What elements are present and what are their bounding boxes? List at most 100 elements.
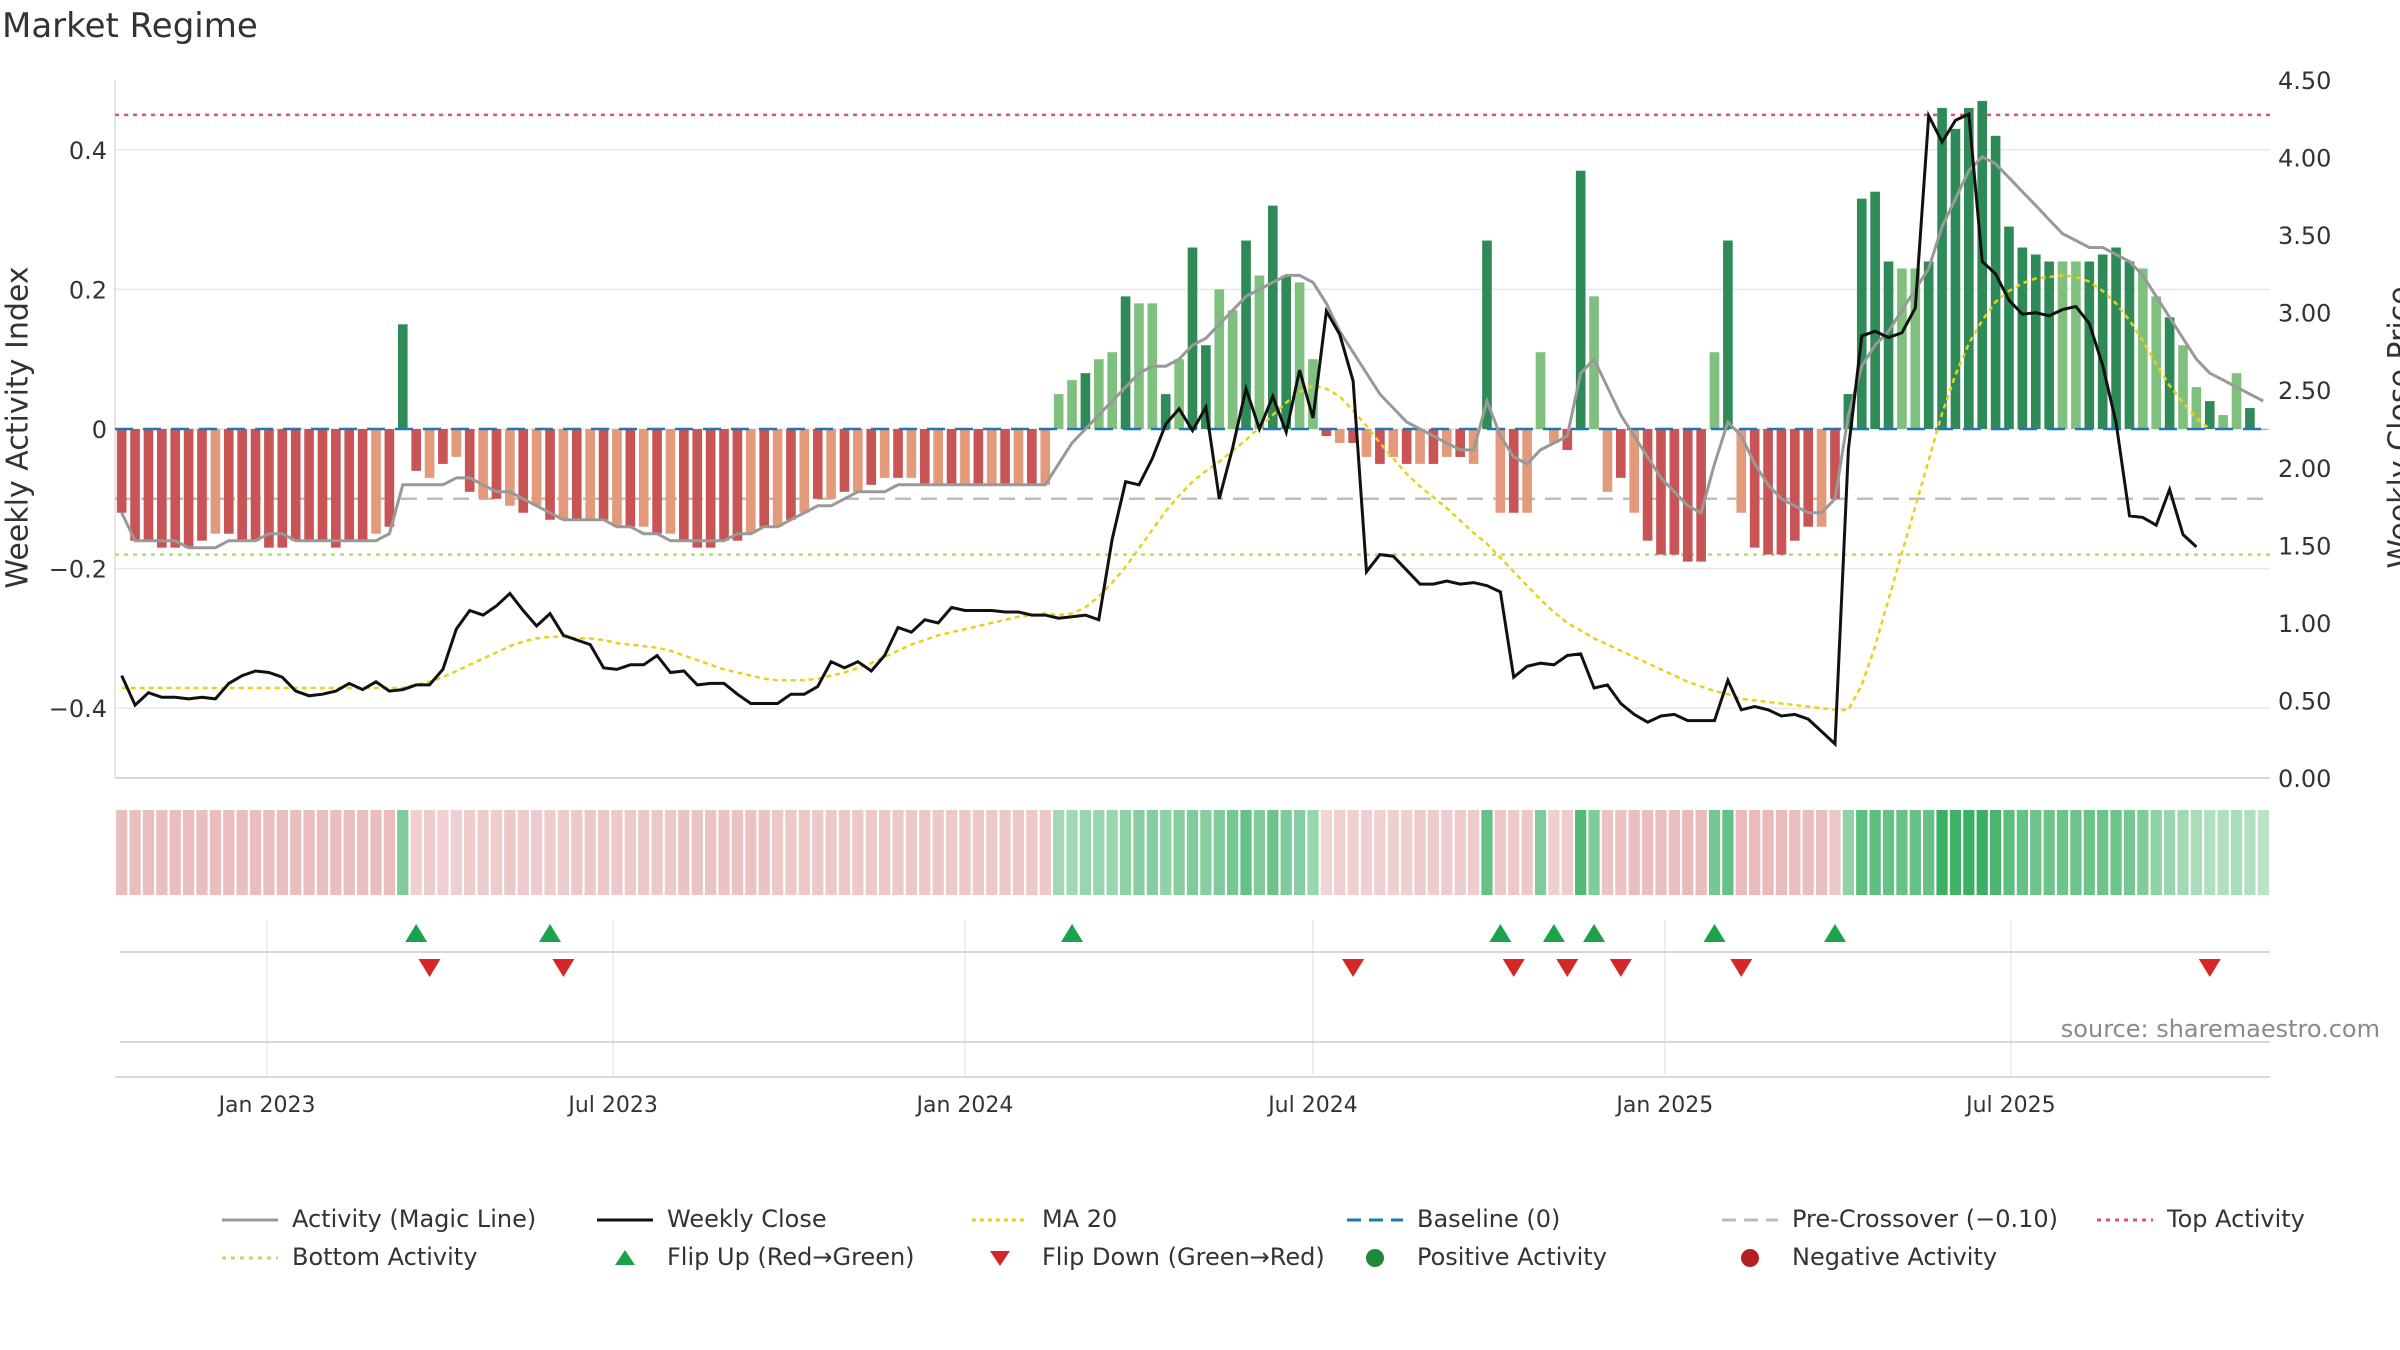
activity-bar [2071,261,2081,429]
regime-strip-cell [1708,810,1721,895]
regime-strip-cell [450,810,462,895]
regime-strip-cell [1869,810,1881,895]
y-right-tick-label: 0.50 [2278,687,2331,715]
regime-strip-cell [1227,810,1239,895]
activity-bar [1080,373,1091,429]
regime-strip-cell [1896,810,1908,895]
regime-strip-cell [2097,810,2109,895]
activity-bar [1348,429,1358,443]
regime-strip-cell [1802,810,1814,895]
regime-strip-cell [1815,810,1828,895]
activity-bar [438,429,448,464]
legend-label: Positive Activity [1417,1243,1607,1271]
regime-strip-cell [1842,810,1854,895]
activity-bar [719,429,729,541]
activity-bar [705,429,716,548]
activity-bar [210,429,221,534]
regime-strip-cell [1762,810,1774,895]
activity-bar [157,429,167,548]
regime-strip-cell [1976,810,1988,895]
flip-down-marker [1342,959,1365,977]
activity-bar [1830,429,1840,499]
regime-strip-cell [1106,810,1118,895]
regime-strip-cell [1749,810,1761,895]
regime-strip-cell [1133,810,1145,895]
activity-bar [2218,415,2228,429]
regime-strip-cell [1454,810,1466,895]
regime-strip-cell [504,810,516,895]
activity-bar [1736,429,1747,513]
activity-bar [2191,387,2202,429]
activity-bar [290,429,301,541]
regime-strip-cell [1253,810,1266,895]
activity-bar [304,429,314,541]
regime-strip-cell [2137,810,2149,895]
regime-strip-cell [2016,810,2028,895]
activity-bar [2138,268,2148,429]
regime-strip-cell [1882,810,1895,895]
activity-bar [1522,429,1532,513]
activity-bar [2231,373,2242,429]
regime-strip-cell [1923,810,1935,895]
activity-bar [1629,429,1640,513]
regime-strip-cell [691,810,703,895]
legend-item-magic: Activity (Magic Line) [220,1205,536,1233]
activity-bar [250,429,261,541]
regime-strip-cell [1053,810,1065,895]
regime-strip-cell [1615,810,1627,895]
activity-bar [946,429,957,485]
regime-strip-cell [584,810,596,895]
regime-strip-cell [1039,810,1051,895]
activity-bar [1776,429,1787,555]
flip-up-marker [1061,924,1084,942]
activity-bar [2017,247,2028,429]
activity-bar [1549,429,1559,443]
activity-bar [317,429,328,541]
regime-strip-cell [1401,810,1413,895]
activity-bar [331,429,341,548]
regime-strip-cell [1695,810,1707,895]
regime-strip-cell [370,810,382,895]
activity-bar [545,429,555,520]
activity-bar [1067,380,1077,429]
regime-strip-cell [129,810,141,895]
activity-bar [1990,135,2001,429]
activity-bar [679,429,689,541]
activity-bar [1201,345,1211,429]
activity-bar [1656,429,1666,555]
regime-strip-cell [2056,810,2069,895]
regime-strip-cell [464,810,476,895]
activity-bar [1027,429,1037,485]
activity-bar [2030,254,2041,429]
activity-bar [665,429,676,534]
activity-bar [1455,429,1466,457]
flip-down-marker [1730,959,1753,977]
regime-strip-cell [2230,810,2243,895]
activity-bar [692,429,703,548]
flip-up-marker [1489,924,1512,942]
activity-bar [397,324,408,429]
close-legend-icon [597,1218,653,1222]
flip-up-marker [1542,924,1565,942]
y-right-tick-label: 3.50 [2278,222,2331,250]
y-left-tick-label: 0.2 [69,276,107,304]
regime-strip-cell [905,810,918,895]
legend-item-ma: MA 20 [970,1205,1117,1233]
activity-bar [357,429,368,541]
legend-item-flip_up: Flip Up (Red→Green) [595,1243,915,1271]
activity-bar [866,429,877,485]
regime-strip-cell [2204,810,2216,895]
regime-strip-cell [959,810,971,895]
regime-strip-cell [223,810,235,895]
activity-bar [1642,429,1653,541]
legend-label: Activity (Magic Line) [292,1205,537,1233]
activity-bar [451,429,462,457]
y-right-tick-label: 2.00 [2278,455,2331,483]
regime-strip-cell [410,810,422,895]
regime-strip-cell [156,810,168,895]
regime-strip-cell [1267,810,1279,895]
regime-strip-cell [611,810,623,895]
activity-bar [839,429,850,492]
flip-up-marker [405,924,428,942]
